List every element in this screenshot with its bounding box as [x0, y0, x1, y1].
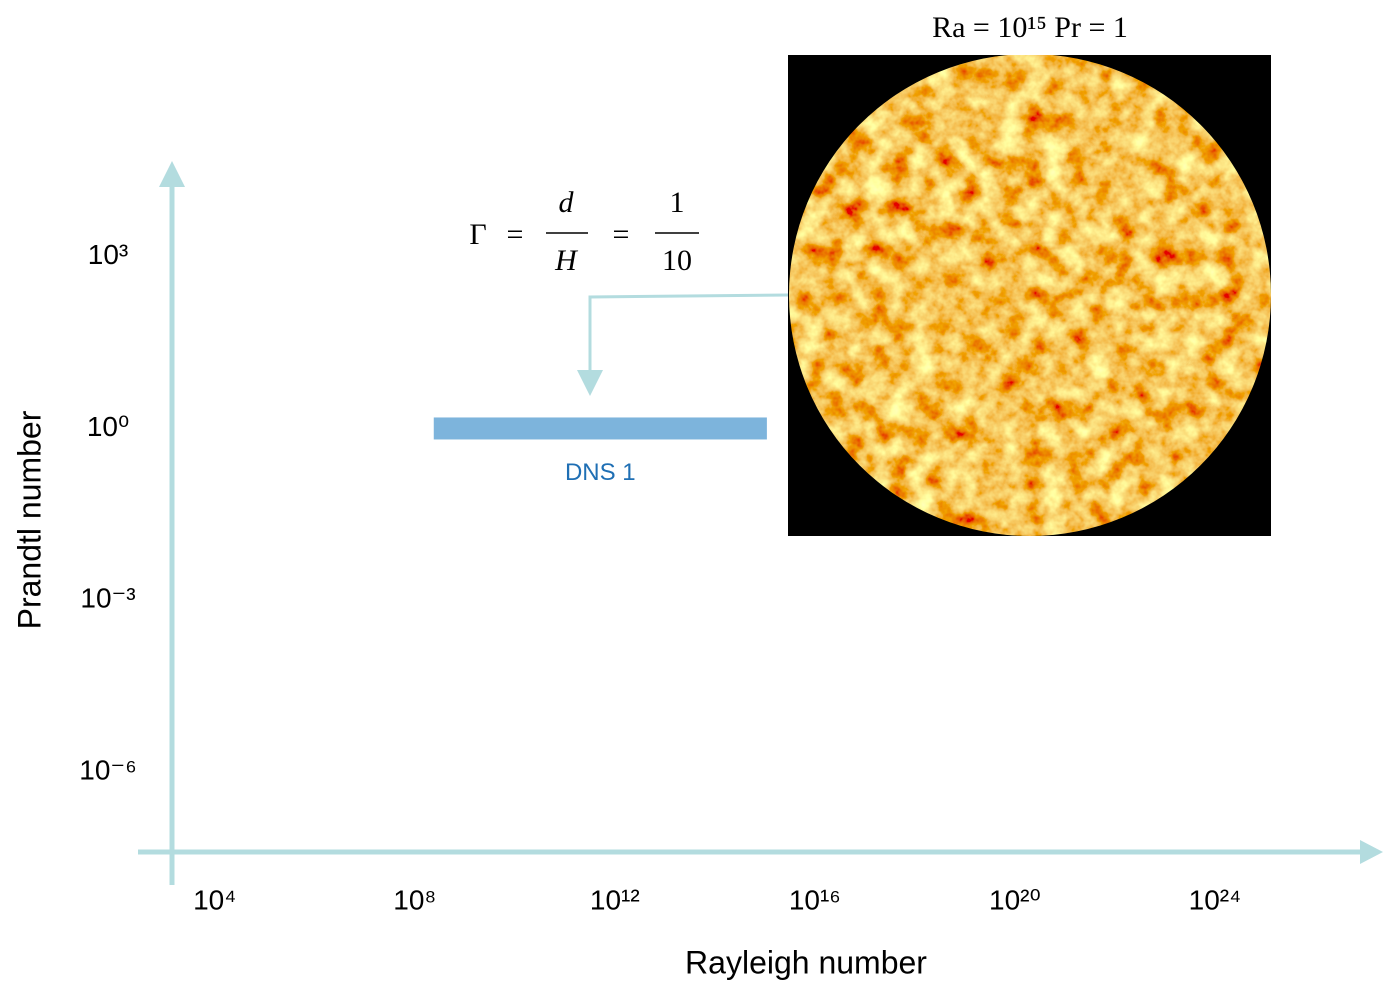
y-tick-label: 10⁰: [87, 411, 129, 442]
y-tick-label: 10⁻⁶: [79, 754, 136, 785]
x-tick-label: 10¹⁶: [789, 884, 841, 915]
connector-arrow: [577, 370, 603, 396]
y-axis-arrow: [159, 161, 185, 187]
y-tick-label: 10³: [88, 239, 128, 270]
y-axis-title: Prandtl number: [11, 410, 47, 629]
x-tick-label: 10²⁴: [1189, 884, 1242, 915]
formula-equals: =: [507, 218, 524, 251]
formula-symbol: Γ: [469, 218, 486, 251]
x-axis-title: Rayleigh number: [685, 944, 927, 980]
series-label: DNS 1: [565, 459, 636, 486]
x-tick-label: 10²⁰: [989, 884, 1041, 915]
image-caption: Ra = 10¹⁵ Pr = 1: [932, 11, 1128, 44]
formula-numerator: d: [559, 186, 575, 219]
x-tick-label: 10⁸: [393, 884, 436, 915]
x-tick-label: 10¹²: [590, 884, 640, 915]
simulation-image: [788, 55, 1271, 536]
formula-numerator: 1: [670, 186, 685, 219]
formula-denominator: 10: [662, 244, 692, 277]
formula: Γ = d H = 1 10: [469, 186, 699, 277]
y-tick-label: 10⁻³: [80, 583, 135, 614]
range-bar: [434, 417, 767, 439]
x-tick-label: 10⁴: [193, 884, 236, 915]
x-axis-arrow: [1360, 840, 1383, 864]
formula-equals: =: [613, 218, 630, 251]
connector: [590, 295, 788, 375]
formula-denominator: H: [554, 244, 579, 277]
chart: Ra = 10¹⁵ Pr = 1 Γ = d H = 1 10 Rayleigh…: [0, 0, 1383, 988]
